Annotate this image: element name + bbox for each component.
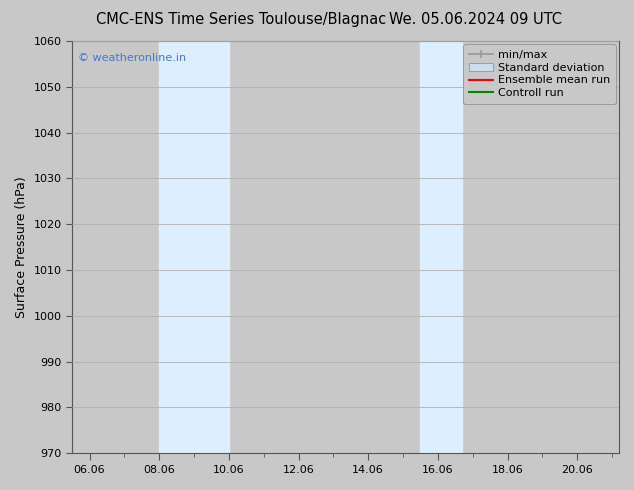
Legend: min/max, Standard deviation, Ensemble mean run, Controll run: min/max, Standard deviation, Ensemble me… [463,45,616,104]
Bar [159,41,229,453]
Text: We. 05.06.2024 09 UTC: We. 05.06.2024 09 UTC [389,12,562,27]
Bar [420,41,462,453]
Y-axis label: Surface Pressure (hPa): Surface Pressure (hPa) [15,176,28,318]
Text: © weatheronline.in: © weatheronline.in [77,53,186,63]
Text: CMC-ENS Time Series Toulouse/Blagnac: CMC-ENS Time Series Toulouse/Blagnac [96,12,386,27]
